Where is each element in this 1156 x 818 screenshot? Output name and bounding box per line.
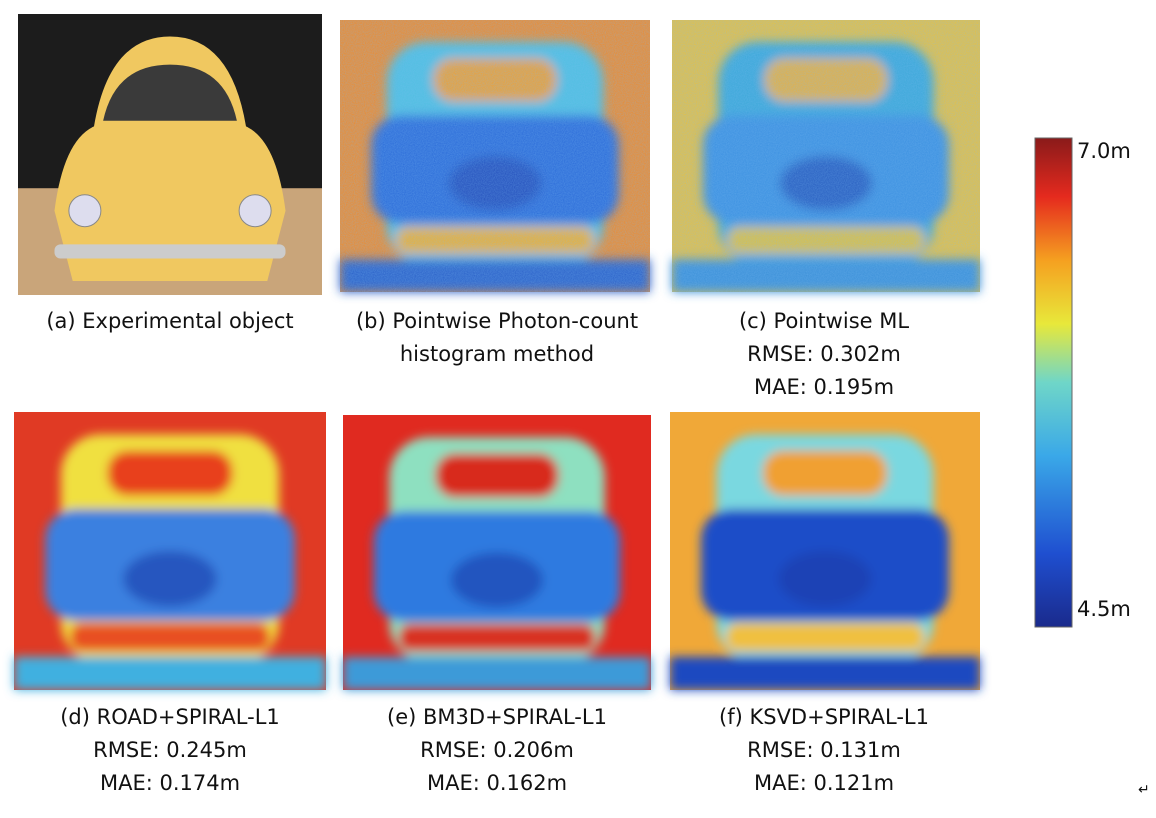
panel-caption: MAE: 0.195m xyxy=(754,375,894,399)
map-shapes xyxy=(670,434,980,690)
floor xyxy=(14,656,326,690)
panel-caption: RMSE: 0.302m xyxy=(747,342,901,366)
car-center xyxy=(778,551,872,607)
colorbar-max-label: 7.0m xyxy=(1077,139,1131,163)
return-mark: ↵ xyxy=(1138,782,1150,798)
noise xyxy=(340,20,650,292)
panel-caption: (e) BM3D+SPIRAL-L1 xyxy=(387,705,607,729)
bumper xyxy=(398,624,596,652)
panel-caption: RMSE: 0.131m xyxy=(747,738,901,762)
panel-caption: (b) Pointwise Photon-count xyxy=(356,309,638,333)
panel-caption: (d) ROAD+SPIRAL-L1 xyxy=(60,705,280,729)
panel-caption: RMSE: 0.206m xyxy=(420,738,574,762)
panel-caption: histogram method xyxy=(400,342,594,366)
headlight xyxy=(238,194,272,228)
panel xyxy=(343,415,651,690)
panel xyxy=(14,412,326,690)
floor xyxy=(670,656,980,690)
panel xyxy=(672,20,980,292)
noise xyxy=(672,20,980,292)
car-window xyxy=(103,64,237,121)
colorbar xyxy=(1034,137,1073,628)
colorbar-min-label: 4.5m xyxy=(1077,597,1131,621)
panel xyxy=(340,20,650,292)
panel-caption: MAE: 0.174m xyxy=(100,771,240,795)
car-roof-window xyxy=(763,450,887,496)
panel-caption: (f) KSVD+SPIRAL-L1 xyxy=(719,705,929,729)
bumper xyxy=(54,244,286,259)
panel-caption: (a) Experimental object xyxy=(46,309,293,333)
bumper xyxy=(70,623,270,652)
map-shapes xyxy=(14,434,326,690)
bumper xyxy=(725,623,925,652)
panel-caption: (c) Pointwise ML xyxy=(739,309,909,333)
panel xyxy=(670,412,980,690)
car-roof-window xyxy=(107,450,233,496)
car-roof-window xyxy=(435,453,559,498)
panel-caption: RMSE: 0.245m xyxy=(93,738,247,762)
panel xyxy=(18,14,322,295)
panel-caption: MAE: 0.162m xyxy=(427,771,567,795)
headlight xyxy=(68,194,102,228)
map-shapes xyxy=(343,437,651,690)
floor xyxy=(343,657,651,690)
car-center xyxy=(123,551,217,607)
panel-caption: MAE: 0.121m xyxy=(754,771,894,795)
car-center xyxy=(450,552,544,608)
